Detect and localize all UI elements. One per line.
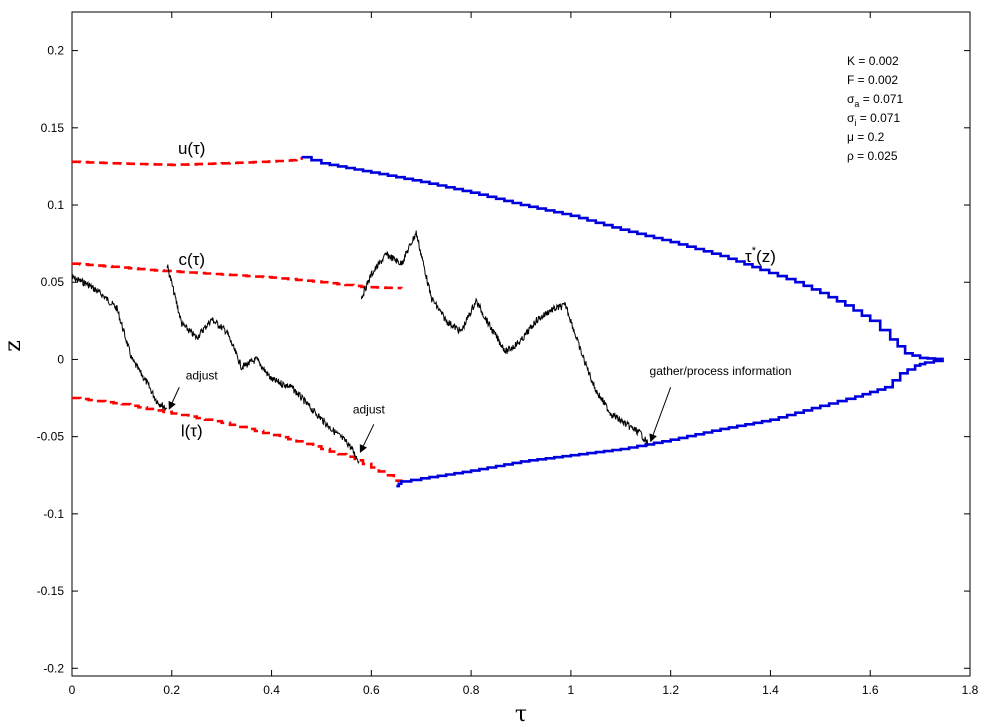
x-tick-label: 0.6 [363,683,380,697]
annotations-layer: adjust adjust gather/process information [168,364,792,453]
param-F: F = 0.002 [847,73,898,87]
annotation-adjust-2-arrow [359,424,375,453]
annotation-gather-arrow [649,387,672,443]
y-tick-label: -0.1 [43,507,64,521]
annotation-adjust-1-label: adjust [186,369,219,383]
param-mu: μ = 0.2 [847,130,885,144]
plot-frame [71,11,971,677]
series-u-line [72,157,303,167]
annotation-gather-label: gather/process information [650,364,792,378]
curve-label-l: l(τ) [181,422,203,441]
x-tick-label: 1 [568,683,575,697]
param-K: K = 0.002 [847,54,899,68]
x-tick-label: 0 [69,683,76,697]
x-tick-label: 1.8 [962,683,979,697]
param-sigma-i: σi = 0.071 [847,111,900,128]
series-path-2-line [166,264,360,464]
curve-label-tau-star: τ*(z) [745,245,776,266]
x-tick-label: 0.2 [163,683,180,697]
curve-label-u: u(τ) [178,139,206,158]
series-l-line [72,396,403,487]
y-tick-label: 0.15 [41,121,65,135]
annotation-adjust-1-arrow [168,387,180,410]
x-tick-label: 1.6 [862,683,879,697]
y-tick-label: -0.2 [43,661,64,675]
y-tick-label: 0.1 [47,198,64,212]
series-c-line [72,262,403,290]
param-rho: ρ = 0.025 [847,149,898,163]
curve-labels-layer: u(τ) c(τ) l(τ) τ*(z) [178,139,776,441]
series-upper-boundary-line [301,155,944,361]
y-tick-label: -0.15 [37,584,65,598]
x-tick-label: 0.4 [263,683,280,697]
y-axis-title: z [1,340,26,352]
x-axis-title: τ [515,702,527,727]
y-tick-label: -0.05 [37,430,65,444]
annotation-adjust-2-label: adjust [353,402,386,416]
series-layer [71,155,944,488]
x-tick-label: 1.2 [662,683,679,697]
parameter-legend: K = 0.002 F = 0.002 σa = 0.071 σi = 0.071 μ … [847,54,903,163]
ticks-layer: 0 0.2 0.4 0.6 0.8 1 1.2 1.4 1.6 1.8 -0.2 -0.15 -0.1 -… [37,12,979,697]
x-tick-label: 1.4 [762,683,779,697]
series-lower-boundary-line [396,359,944,488]
series-path-1-line [71,273,168,411]
y-tick-label: 0.2 [47,44,64,58]
y-tick-label: 0.05 [41,275,65,289]
series-path-3-line [360,230,649,448]
x-tick-label: 0.8 [463,683,480,697]
param-sigma-a: σa = 0.071 [847,92,903,109]
y-tick-label: 0 [57,352,64,366]
curve-label-c: c(τ) [178,250,205,269]
